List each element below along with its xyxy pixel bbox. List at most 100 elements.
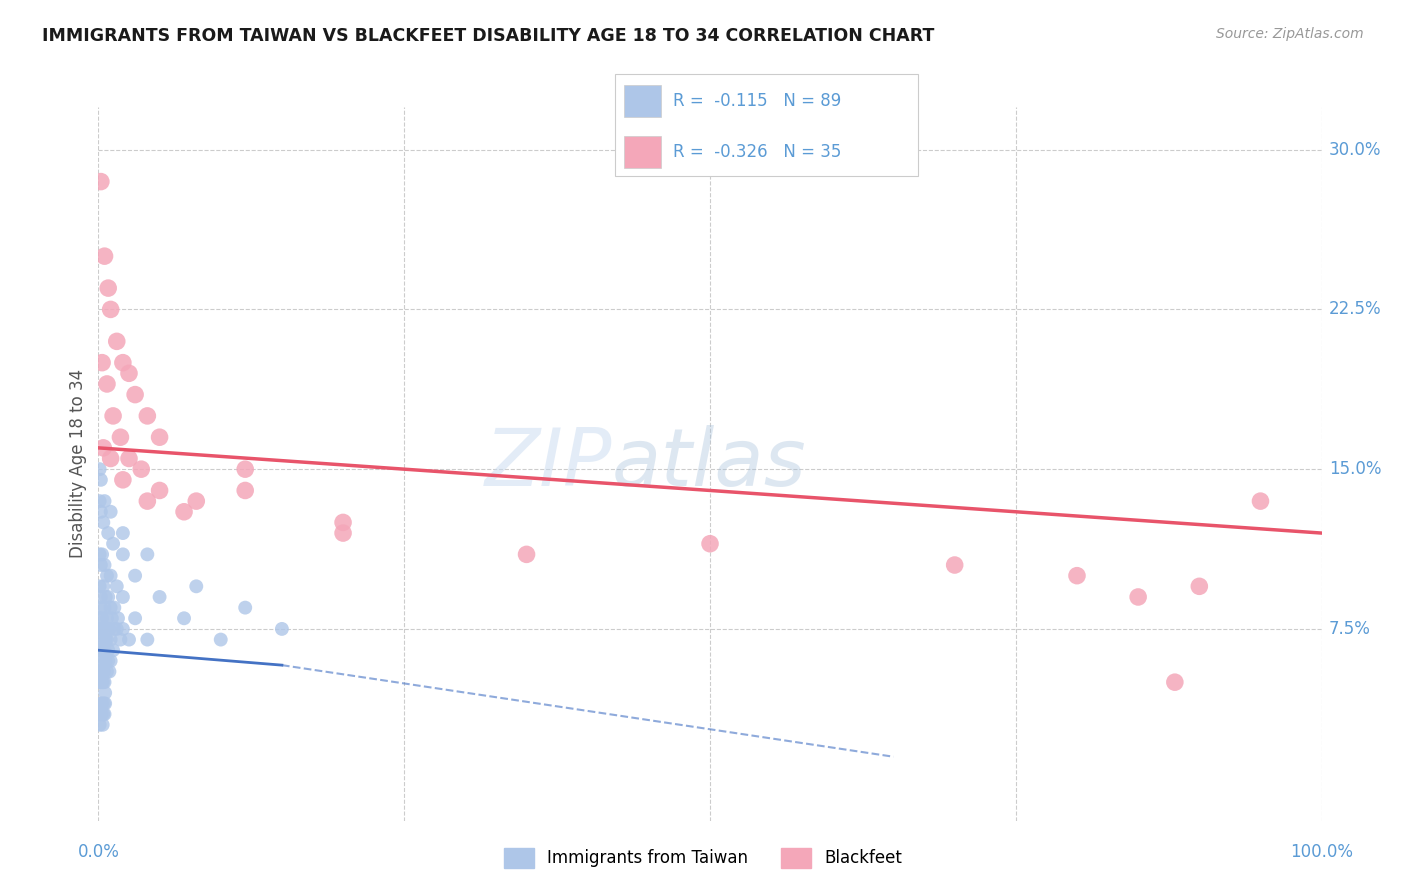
Point	[90, 175, 112, 189]
Point	[93, 249, 115, 263]
Point	[105, 622, 128, 636]
Point	[89, 494, 111, 508]
Point	[89, 579, 111, 593]
Point	[111, 473, 134, 487]
Point	[105, 334, 128, 349]
Point	[186, 494, 208, 508]
Point	[91, 356, 114, 370]
Point	[89, 611, 111, 625]
Point	[96, 632, 118, 647]
Point	[111, 547, 134, 561]
Point	[89, 643, 111, 657]
Point	[101, 643, 124, 657]
Point	[94, 697, 117, 711]
Point	[233, 600, 256, 615]
Point	[90, 505, 112, 519]
Point	[1250, 494, 1272, 508]
Point	[124, 387, 146, 401]
Point	[96, 376, 118, 391]
Point	[101, 537, 124, 551]
Point	[100, 568, 122, 582]
Point	[94, 654, 117, 668]
Point	[90, 665, 112, 679]
Text: ZIP: ZIP	[485, 425, 612, 503]
Point	[89, 665, 111, 679]
Point	[124, 568, 146, 582]
Text: R =  -0.115   N = 89: R = -0.115 N = 89	[673, 93, 842, 111]
Point	[91, 654, 114, 668]
Point	[105, 579, 128, 593]
Point	[124, 611, 146, 625]
Point	[110, 430, 132, 444]
Point	[91, 611, 114, 625]
Point	[93, 600, 115, 615]
Point	[186, 579, 208, 593]
Point	[93, 494, 115, 508]
Point	[91, 643, 114, 657]
Point	[107, 611, 129, 625]
Point	[97, 654, 120, 668]
Text: 30.0%: 30.0%	[1329, 141, 1381, 159]
Point	[100, 600, 122, 615]
Point	[93, 665, 115, 679]
Point	[100, 505, 122, 519]
Point	[173, 611, 195, 625]
Point	[91, 632, 114, 647]
Point	[110, 632, 132, 647]
Point	[98, 665, 121, 679]
Point	[91, 516, 114, 530]
Point	[103, 622, 125, 636]
Point	[100, 451, 122, 466]
Point	[100, 654, 122, 668]
Point	[1128, 590, 1150, 604]
Text: 15.0%: 15.0%	[1329, 460, 1381, 478]
Point	[103, 600, 125, 615]
Text: 7.5%: 7.5%	[1329, 620, 1371, 638]
Point	[96, 611, 118, 625]
Point	[233, 483, 256, 498]
Point	[149, 483, 172, 498]
Point	[89, 707, 111, 722]
Point	[90, 632, 112, 647]
Text: Source: ZipAtlas.com: Source: ZipAtlas.com	[1216, 27, 1364, 41]
Point	[89, 622, 111, 636]
Y-axis label: Disability Age 18 to 34: Disability Age 18 to 34	[69, 369, 87, 558]
Point	[699, 537, 721, 551]
Point	[516, 547, 538, 561]
Text: 100.0%: 100.0%	[1291, 843, 1353, 861]
Text: 22.5%: 22.5%	[1329, 301, 1381, 318]
Point	[90, 707, 112, 722]
Point	[101, 611, 124, 625]
Point	[91, 665, 114, 679]
Point	[90, 473, 112, 487]
Point	[111, 590, 134, 604]
Point	[91, 547, 114, 561]
Point	[94, 632, 117, 647]
Point	[136, 494, 159, 508]
Bar	[624, 136, 661, 168]
Point	[111, 622, 134, 636]
Point	[90, 590, 112, 604]
Point	[233, 462, 256, 476]
Point	[89, 718, 111, 732]
Point	[91, 441, 114, 455]
Point	[93, 707, 115, 722]
Point	[118, 632, 141, 647]
Point	[332, 516, 354, 530]
Point	[93, 675, 115, 690]
Point	[90, 600, 112, 615]
Point	[136, 547, 159, 561]
Point	[943, 558, 966, 572]
Point	[91, 622, 114, 636]
Point	[118, 451, 141, 466]
Point	[89, 675, 111, 690]
Point	[94, 590, 117, 604]
Point	[91, 675, 114, 690]
Point	[129, 462, 152, 476]
Point	[91, 579, 114, 593]
Point	[90, 697, 112, 711]
Point	[93, 558, 115, 572]
Point	[96, 665, 118, 679]
Point	[149, 590, 172, 604]
Text: atlas: atlas	[612, 425, 807, 503]
